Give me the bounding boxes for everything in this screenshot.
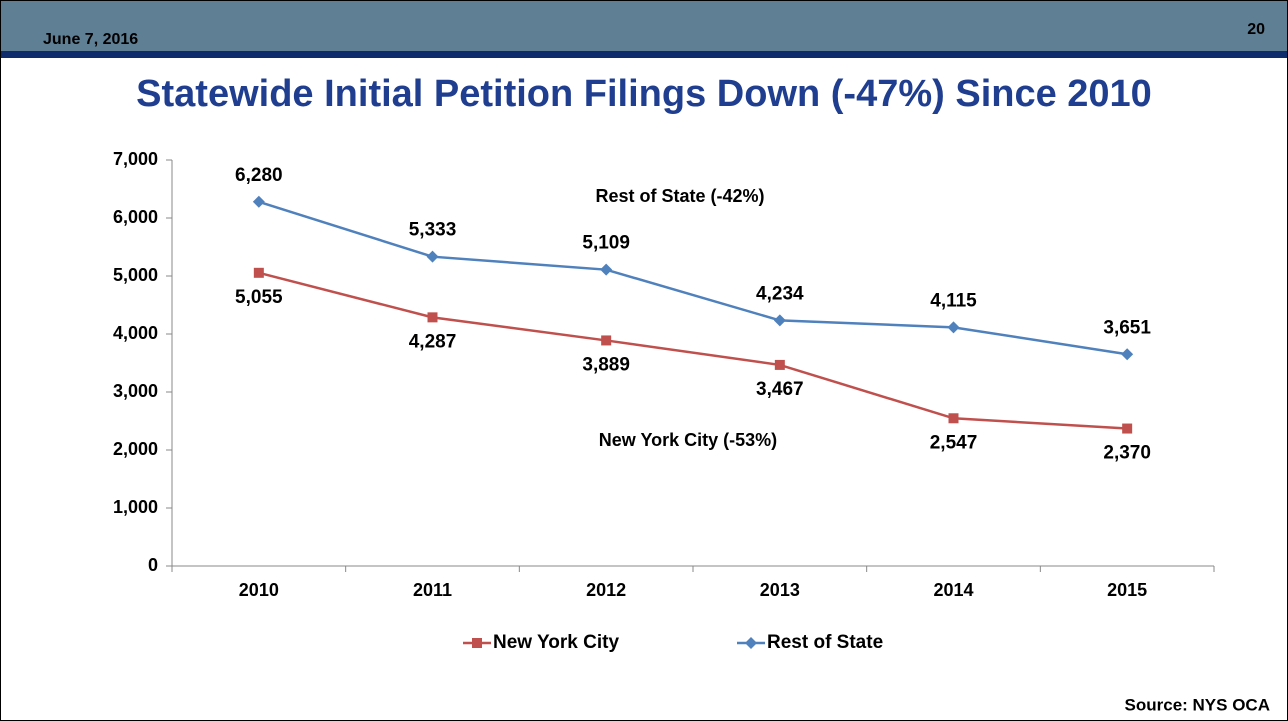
data-point <box>427 312 438 323</box>
data-point <box>600 263 613 276</box>
y-tick-label: 0 <box>148 555 158 575</box>
data-label: 5,055 <box>235 287 283 308</box>
chart-title: Statewide Initial Petition Filings Down … <box>136 73 1152 115</box>
data-point <box>947 321 960 334</box>
legend-marker <box>745 637 757 649</box>
header-rule <box>1 51 1287 58</box>
data-label: 3,651 <box>1103 317 1151 338</box>
y-tick-label: 2,000 <box>113 439 158 459</box>
data-point <box>1121 348 1134 361</box>
data-point <box>948 413 959 424</box>
data-point <box>773 314 786 327</box>
x-tick-label: 2010 <box>239 580 279 600</box>
annotation: Rest of State (-42%) <box>595 186 764 206</box>
y-tick-label: 1,000 <box>113 497 158 517</box>
y-tick-label: 3,000 <box>113 381 158 401</box>
data-point <box>1122 423 1133 434</box>
legend-marker <box>472 638 482 648</box>
data-label: 2,547 <box>930 432 978 453</box>
data-point <box>253 267 264 278</box>
x-tick-label: 2014 <box>933 580 973 600</box>
y-tick-label: 6,000 <box>113 207 158 227</box>
data-label: 3,467 <box>756 379 804 400</box>
y-tick-label: 4,000 <box>113 323 158 343</box>
data-point <box>252 195 265 208</box>
page-number: 20 <box>1247 21 1265 38</box>
legend-label: Rest of State <box>767 632 883 653</box>
data-label: 5,109 <box>582 233 630 254</box>
data-label: 4,234 <box>756 283 804 304</box>
date: June 7, 2016 <box>43 31 138 48</box>
data-point <box>426 250 439 263</box>
x-tick-label: 2013 <box>760 580 800 600</box>
data-label: 3,889 <box>582 354 630 375</box>
annotation: New York City (-53%) <box>599 430 777 450</box>
x-tick-label: 2015 <box>1107 580 1147 600</box>
header-bar <box>1 1 1287 51</box>
data-label: 4,115 <box>930 290 977 311</box>
source: Source: NYS OCA <box>1125 695 1270 714</box>
data-label: 4,287 <box>409 331 457 352</box>
x-tick-label: 2011 <box>413 580 452 600</box>
series-line <box>258 200 1128 356</box>
data-point <box>774 359 785 370</box>
data-label: 2,370 <box>1103 443 1151 464</box>
data-point <box>601 335 612 346</box>
y-tick-label: 5,000 <box>113 265 158 285</box>
data-label: 5,333 <box>409 220 457 241</box>
legend-label: New York City <box>493 632 619 653</box>
x-tick-label: 2012 <box>586 580 626 600</box>
y-tick-label: 7,000 <box>113 149 158 169</box>
data-label: 6,280 <box>235 165 283 186</box>
series-line <box>258 271 1128 430</box>
